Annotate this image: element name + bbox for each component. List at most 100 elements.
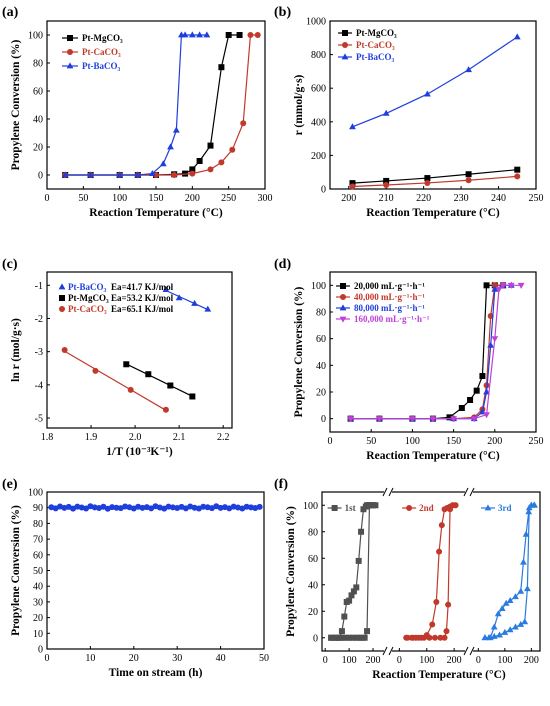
data-point: [240, 120, 247, 127]
y-tick-label: 100: [28, 31, 43, 42]
plot-frame: [329, 20, 537, 190]
x-tick-label: 150: [149, 193, 164, 204]
axis-break-mark: [388, 487, 394, 497]
axis-break-gap: [465, 648, 473, 654]
data-point: [437, 634, 444, 641]
legend-marker: [331, 505, 338, 511]
y-tick-label: 100: [303, 501, 318, 512]
data-point: [506, 597, 514, 604]
data-point: [366, 502, 373, 509]
y-axis-label: ln r (mol/g·s): [10, 318, 22, 382]
y-axis-label: Propylene Conversion (%): [10, 39, 22, 170]
data-point: [409, 416, 416, 423]
data-point: [467, 397, 474, 403]
series-line: [352, 169, 518, 184]
data-point: [525, 504, 533, 511]
legend-marker: [484, 504, 492, 511]
x-tick-label: 100: [405, 436, 420, 447]
data-point: [358, 528, 365, 535]
data-point: [159, 160, 167, 167]
panel-f: (f) 0 20 40 60 80 100 Propylene Conversion (%) 0…: [274, 477, 541, 681]
legend-marker: [342, 42, 348, 48]
data-point: [200, 503, 207, 510]
axis-break-mark: [469, 646, 475, 656]
plot-frame: [321, 491, 541, 652]
series-1st: 1st: [327, 502, 379, 641]
x-tick-label: 50: [259, 653, 269, 664]
x-tick-label: 1.9: [85, 432, 98, 443]
plot-frame: [46, 20, 266, 190]
data-point: [342, 634, 349, 641]
data-point: [491, 282, 498, 289]
data-point: [349, 123, 356, 130]
axis-break-gap: [384, 489, 392, 495]
data-point: [355, 557, 362, 564]
fit-line: [64, 350, 167, 411]
x-tick-label: 2.1: [173, 432, 186, 443]
data-point: [507, 282, 515, 289]
data-point: [421, 634, 428, 641]
legend-marker: [58, 283, 66, 290]
data-point: [346, 634, 353, 641]
legend-marker: [341, 53, 349, 60]
y-tick-label: 800: [311, 50, 326, 61]
legend-marker: [67, 35, 73, 41]
data-point: [494, 610, 502, 617]
data-point: [514, 166, 521, 173]
data-point: [191, 299, 198, 306]
y-tick-label: 80: [33, 519, 43, 530]
data-point: [443, 628, 450, 635]
x-tick-label: 100: [112, 193, 127, 204]
series-line: [484, 504, 535, 639]
plot-frame: [46, 271, 233, 429]
y-tick-label: 60: [33, 87, 43, 98]
axis-break-mark: [382, 646, 388, 656]
data-point: [431, 634, 438, 641]
x-tick-label: 210: [379, 193, 394, 204]
legend-label: 40,000 mL·g⁻¹·h⁻¹: [354, 292, 425, 302]
y-tick-label: 60: [33, 550, 43, 561]
x-tick-label: 150: [446, 436, 461, 447]
data-point: [424, 175, 431, 182]
x-tick-label: 200: [341, 193, 356, 204]
plot-frame: [329, 271, 537, 433]
legend-marker: [340, 294, 346, 300]
panel-c: (c) -5 -4 -3 -2 -1 ln r (mol/g·s) 1.8 1.9 2.0 2.1 2…: [2, 257, 233, 458]
data-point: [347, 416, 354, 423]
data-point: [447, 506, 454, 513]
data-point: [61, 171, 69, 178]
x-tick-label: 100: [497, 655, 512, 666]
data-point: [487, 341, 495, 348]
data-point: [446, 414, 453, 421]
legend-label: Pt-BaCO₃: [356, 52, 394, 62]
data-point: [491, 336, 499, 343]
x-tick-label: 200: [487, 436, 502, 447]
data-point: [341, 613, 348, 620]
x-tick-label: 250: [529, 436, 544, 447]
legend-marker: [406, 505, 413, 511]
x-tick-label: 0: [45, 653, 50, 664]
data-point: [189, 393, 196, 400]
y-tick-label: 40: [308, 580, 318, 591]
data-point: [196, 31, 203, 38]
series-Pt-CaCO₃: Pt-CaCO₃: [62, 32, 261, 178]
x-tick-label: 1.8: [41, 432, 54, 443]
data-point: [438, 522, 445, 529]
x-tick-label: 50: [78, 193, 88, 204]
data-point: [207, 142, 214, 149]
legend-marker: [67, 49, 73, 55]
y-tick-label: 60: [308, 554, 318, 565]
data-point: [172, 126, 180, 133]
x-tick-label: 250: [529, 193, 544, 204]
data-point: [512, 623, 519, 630]
y-tick-label: 40: [316, 361, 326, 372]
data-point: [338, 628, 345, 635]
data-point: [410, 634, 417, 641]
data-point: [349, 634, 356, 641]
data-point: [429, 621, 436, 628]
x-tick-label: 20: [129, 653, 139, 664]
x-tick-label: 230: [454, 193, 469, 204]
data-point: [127, 386, 134, 393]
